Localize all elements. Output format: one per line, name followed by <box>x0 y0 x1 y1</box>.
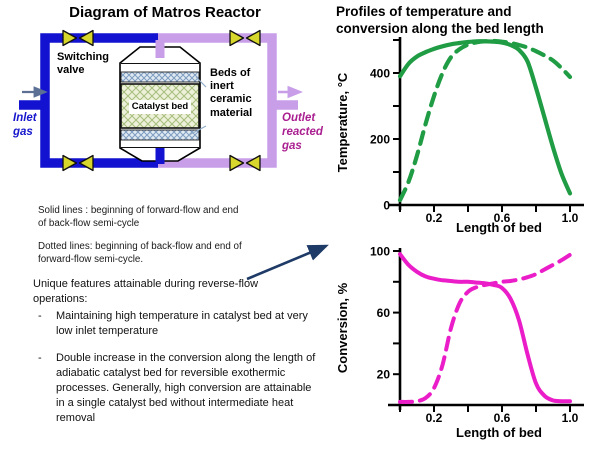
diagram-title: Diagram of Matros Reactor <box>69 4 261 21</box>
svg-text:200: 200 <box>370 133 390 147</box>
svg-text:Temperature, °C: Temperature, °C <box>335 72 350 172</box>
svg-text:1.0: 1.0 <box>562 211 579 225</box>
inert-beds-label: Beds of inert ceramic material <box>210 67 253 119</box>
bullet-dash: - <box>38 310 42 322</box>
temperature-profile-chart: 0 200 400 0.2 0.6 1.0 Length of bed Temperature… <box>335 37 584 235</box>
valve-top-right <box>229 29 261 47</box>
features-heading: Unique features attainable during revers… <box>33 278 259 306</box>
valve-bottom-left <box>62 154 94 172</box>
svg-text:1.0: 1.0 <box>562 411 579 425</box>
feature-item-2: - Double increase in the conversion alon… <box>38 351 324 426</box>
valve-bottom-right <box>229 154 261 172</box>
bullet-dash: - <box>38 352 42 364</box>
conversion-profile-chart: 20 60 100 0.2 0.6 1.0 Length of bed Conversion,… <box>335 245 584 440</box>
inert-bed-bottom <box>120 129 200 141</box>
valve-top-left <box>62 29 94 47</box>
callout-arrow <box>246 244 329 281</box>
inert-bed-top <box>120 71 200 83</box>
outlet-gas-label: Outlet reacted gas <box>282 112 323 152</box>
svg-text:Conversion, %: Conversion, % <box>335 282 350 373</box>
feature-item-1: - Maintaining high temperature in cataly… <box>38 309 324 339</box>
svg-text:400: 400 <box>370 67 390 81</box>
legend-dotted-lines: Dotted lines: beginning of back-flow and… <box>38 241 242 265</box>
svg-text:60: 60 <box>377 306 391 320</box>
inlet-gas-label: Inlet gas <box>13 112 37 138</box>
switching-valve-label: Switching valve <box>57 51 109 77</box>
legend-solid-lines: Solid lines : beginning of forward-flow … <box>38 205 239 229</box>
feature-item-2-text: Double increase in the conversion along … <box>56 352 319 424</box>
svg-text:0.6: 0.6 <box>494 211 511 225</box>
feature-item-1-text: Maintaining high temperature in catalyst… <box>56 310 315 337</box>
svg-text:0.6: 0.6 <box>494 411 511 425</box>
callout-arrow-line <box>246 244 329 281</box>
charts-title: Profiles of temperature and conversion a… <box>336 4 544 36</box>
beds-pointer-line-top <box>195 76 207 88</box>
beds-pointer-line-bottom <box>188 125 207 136</box>
svg-text:Length of bed: Length of bed <box>456 425 542 440</box>
svg-text:20: 20 <box>377 368 391 382</box>
svg-text:Length of bed: Length of bed <box>456 220 542 235</box>
svg-text:100: 100 <box>370 245 390 259</box>
svg-text:0: 0 <box>383 199 390 213</box>
svg-text:0.2: 0.2 <box>426 211 443 225</box>
svg-text:0.2: 0.2 <box>426 411 443 425</box>
catalyst-bed-label: Catalyst bed <box>129 100 191 114</box>
